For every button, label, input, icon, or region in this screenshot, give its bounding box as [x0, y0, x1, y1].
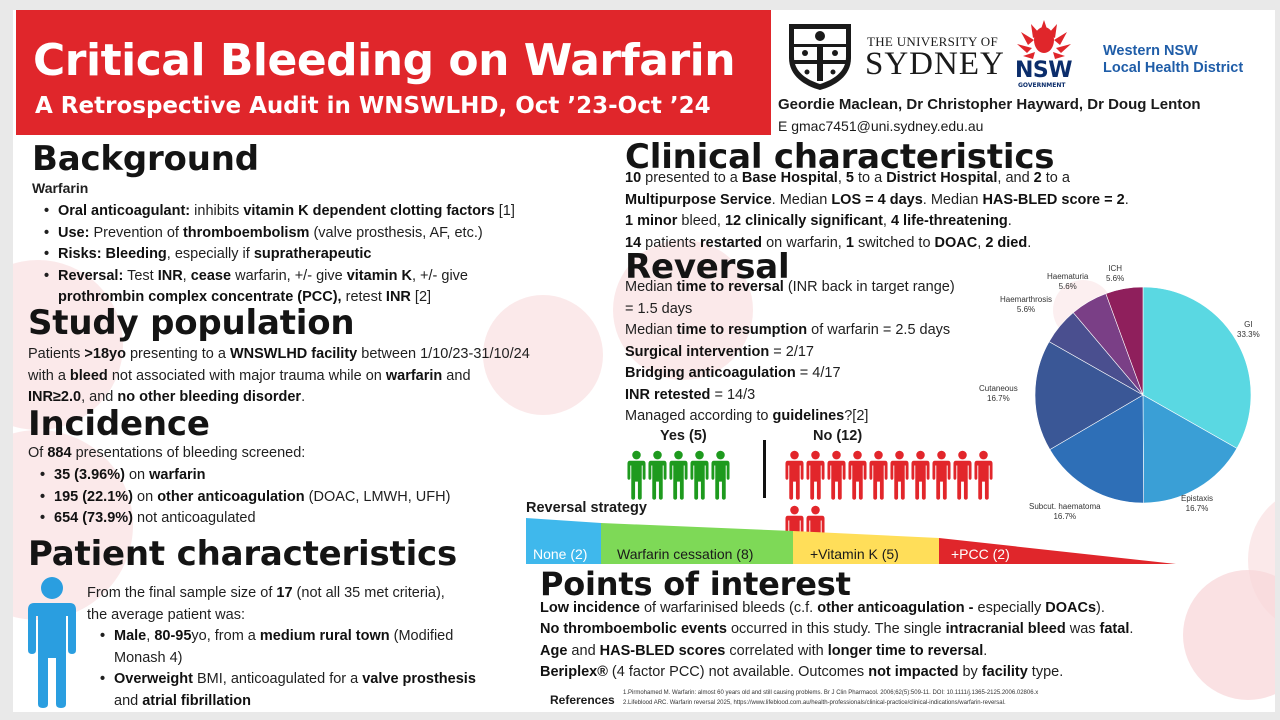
poi-text: Low incidence of warfarinised bleeds (c.…: [540, 600, 1134, 680]
strategy-label-cessation: Warfarin cessation (8): [617, 546, 754, 562]
person-yes-icon: [627, 450, 646, 500]
title-banner: Critical Bleeding on Warfarin A Retrospe…: [16, 10, 771, 135]
person-no-icon: [890, 450, 909, 500]
pie-label-haematuria: Haematuria 5.6%: [1047, 272, 1089, 291]
person-yes-icon: [648, 450, 667, 500]
incidence-list: 35 (3.96%) on warfarin 195 (22.1%) on ot…: [38, 465, 498, 530]
nsw-logo-sub: GOVERNMENT: [1018, 82, 1066, 89]
pie-slice-subcut-haematoma: [1049, 394, 1144, 504]
pie-label-cutaneous: Cutaneous 16.7%: [979, 384, 1018, 403]
person-no-icon: [827, 450, 846, 500]
person-yes-icon: [711, 450, 730, 500]
reversal-text: Median time to reversal (INR back in tar…: [625, 279, 955, 424]
poster: Critical Bleeding on Warfarin A Retrospe…: [13, 10, 1275, 712]
usyd-logo-line1: THE UNIVERSITY OF: [867, 34, 998, 49]
strategy-heading: Reversal strategy: [526, 500, 647, 516]
usyd-logo-line2: SYDNEY: [865, 46, 1005, 82]
poster-title: Critical Bleeding on Warfarin: [33, 35, 736, 86]
background-list: Oral anticoagulant: inhibits vitamin K d…: [42, 201, 542, 309]
pie-label-subcut: Subcut. haematoma 16.7%: [1029, 502, 1101, 521]
strategy-step-vitamin-k: [793, 531, 939, 564]
background-subheading: Warfarin: [32, 180, 89, 196]
contact-email: E gmac7451@uni.sydney.edu.au: [778, 118, 984, 134]
authors: Geordie Maclean, Dr Christopher Hayward,…: [778, 96, 1201, 113]
guidelines-divider: [763, 440, 766, 498]
university-crest-icon: [789, 24, 851, 90]
background-item-anticoagulant: Oral anticoagulant: inhibits vitamin K d…: [42, 201, 542, 223]
background-item-reversal: Reversal: Test INR, cease warfarin, +/- …: [42, 266, 542, 309]
guidelines-yes-figures: [627, 450, 747, 502]
pie-slice-epistaxis: [1142, 394, 1238, 504]
waratah-icon: [1017, 20, 1071, 59]
reference-2: 2.Lifeblood ARC. Warfarin reversal 2025,…: [623, 700, 1006, 706]
references-label: References: [550, 693, 615, 707]
pie-label-gi: GI 33.3%: [1237, 320, 1260, 339]
patient-heading: Patient characteristics: [28, 534, 458, 574]
person-no-icon: [932, 450, 951, 500]
decor-circle: [613, 240, 753, 380]
background-item-use: Use: Prevention of thromboembolism (valv…: [42, 223, 542, 245]
lhd-logo-line1: Western NSW: [1103, 43, 1198, 59]
strategy-label-vitamin-k: +Vitamin K (5): [810, 546, 899, 562]
pie-label-haemarthrosis: Haemarthrosis 5.6%: [1000, 295, 1053, 314]
person-no-icon: [869, 450, 888, 500]
poster-subtitle: A Retrospective Audit in WNSWLHD, Oct ’2…: [35, 93, 711, 119]
patient-item-demographics: Male, 80-95yo, from a medium rural town …: [98, 626, 538, 669]
background-item-risks: Risks: Bleeding, especially if suprather…: [42, 244, 542, 266]
clinical-text: 10 presented to a Base Hospital, 5 to a …: [625, 170, 1129, 251]
incidence-heading: Incidence: [28, 404, 210, 444]
incidence-item-other: 195 (22.1%) on other anticoagulation (DO…: [38, 487, 498, 509]
person-yes-icon: [669, 450, 688, 500]
person-no-icon: [974, 450, 993, 500]
strategy-label-pcc: +PCC (2): [951, 546, 1010, 562]
pie-slice-gi: [1142, 286, 1252, 449]
pie-label-ich: ICH 5.6%: [1106, 264, 1125, 283]
study-text: Patients >18yo presenting to a WNSWLHD f…: [28, 346, 530, 405]
strategy-ramp: [526, 518, 1176, 564]
patient-figure-icon: [28, 577, 76, 708]
patient-intro: From the final sample size of 17 (not al…: [87, 585, 445, 623]
reference-1: 1.Pirmohamed M. Warfarin: almost 60 year…: [623, 690, 1039, 696]
reversal-heading: Reversal: [625, 247, 790, 287]
incidence-intro: Of 884 presentations of bleeding screene…: [28, 445, 306, 461]
nsw-logo-text: NSW: [1015, 58, 1073, 83]
patient-item-comorbidities: Overweight BMI, anticoagulated for a val…: [98, 669, 538, 712]
pie-slice-cutaneous: [1034, 341, 1144, 450]
lhd-logo-line2: Local Health District: [1103, 60, 1244, 76]
strategy-label-none: None (2): [533, 546, 588, 562]
guidelines-yes-label: Yes (5): [660, 428, 707, 444]
bleed-site-pie-chart: [1034, 286, 1252, 504]
poi-heading: Points of interest: [540, 565, 851, 603]
guidelines-no-label: No (12): [813, 428, 863, 444]
strategy-step-pcc: [939, 538, 1176, 564]
person-no-icon: [911, 450, 930, 500]
background-heading: Background: [32, 139, 259, 179]
decor-circle: [483, 295, 603, 415]
clinical-heading: Clinical characteristics: [625, 137, 1055, 177]
person-yes-icon: [690, 450, 709, 500]
study-heading: Study population: [28, 303, 355, 343]
incidence-item-none: 654 (73.9%) not anticoagulated: [38, 508, 498, 530]
person-no-icon: [848, 450, 867, 500]
patient-list: Male, 80-95yo, from a medium rural town …: [98, 626, 538, 712]
person-no-icon: [785, 450, 804, 500]
pie-slice-ich: [1105, 286, 1144, 396]
pie-label-epistaxis: Epistaxis 16.7%: [1181, 494, 1214, 513]
person-no-icon: [806, 450, 825, 500]
person-no-icon: [953, 450, 972, 500]
incidence-item-warfarin: 35 (3.96%) on warfarin: [38, 465, 498, 487]
guidelines-no-figures: [785, 450, 1015, 555]
strategy-step-cessation: [601, 523, 793, 564]
strategy-step-none: [526, 518, 601, 564]
